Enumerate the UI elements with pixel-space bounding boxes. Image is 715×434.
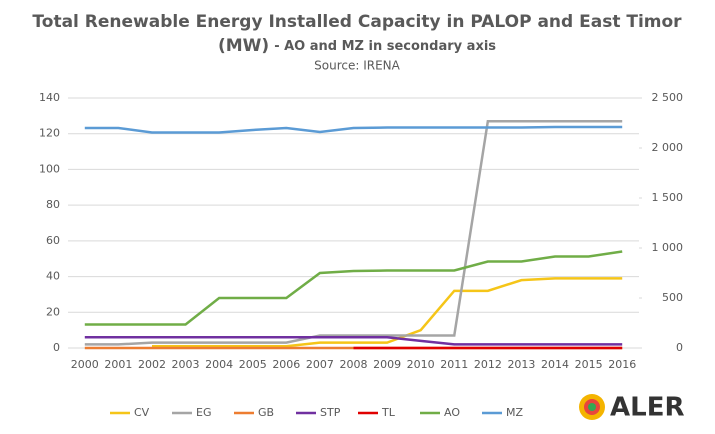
series-line [84,250,623,326]
x-tick-label: 2001 [104,358,132,371]
y-tick-label: 60 [46,234,60,247]
legend-label: CV [134,406,150,419]
legend-label: GB [258,406,274,419]
legend-label: AO [444,406,460,419]
x-tick-label: 2011 [440,358,468,371]
y-tick-label: 40 [46,270,60,283]
source: Source: IRENA [314,59,401,73]
title-unit: (MW) [218,36,269,56]
y2-tick-label: 1 000 [652,241,684,254]
chart-title-line2: (MW) - AO and MZ in secondary axis [218,36,496,56]
x-tick-label: 2009 [373,358,401,371]
y2-tick-label: 0 [676,341,683,354]
legend-label: TL [381,406,396,419]
x-tick-label: 2012 [474,358,502,371]
x-tick-label: 2000 [71,358,99,371]
x-tick-label: 2002 [138,358,166,371]
legend-label: STP [320,406,341,419]
y-tick-label: 0 [53,341,60,354]
legend-label: MZ [506,406,523,419]
x-tick-label: 2015 [575,358,603,371]
y-tick-label: 20 [46,305,60,318]
x-tick-label: 2010 [407,358,435,371]
legend-label: EG [196,406,211,419]
subtitle: - AO and MZ in secondary axis [274,39,496,54]
logo-icon [588,403,596,411]
y-tick-label: 120 [39,127,60,140]
x-tick-label: 2004 [205,358,233,371]
x-tick-label: 2008 [340,358,368,371]
y2-tick-label: 500 [662,291,683,304]
logo-text: ALER [610,393,684,423]
logo: ALER [579,393,684,423]
x-tick-label: 2014 [541,358,569,371]
x-tick-label: 2006 [272,358,300,371]
x-tick-label: 2005 [239,358,267,371]
series-line [84,119,623,346]
y-tick-label: 80 [46,198,60,211]
y2-tick-label: 1 500 [652,191,684,204]
y2-tick-label: 2 500 [652,91,684,104]
x-tick-label: 2003 [172,358,200,371]
series-line [84,125,623,134]
x-tick-label: 2016 [608,358,636,371]
y2-tick-label: 2 000 [652,141,684,154]
chart-title: Total Renewable Energy Installed Capacit… [32,12,682,32]
y-tick-label: 140 [39,91,60,104]
series-line [151,277,623,348]
x-tick-label: 2007 [306,358,334,371]
series-line [84,336,623,346]
y-tick-label: 100 [39,162,60,175]
x-tick-label: 2013 [507,358,535,371]
